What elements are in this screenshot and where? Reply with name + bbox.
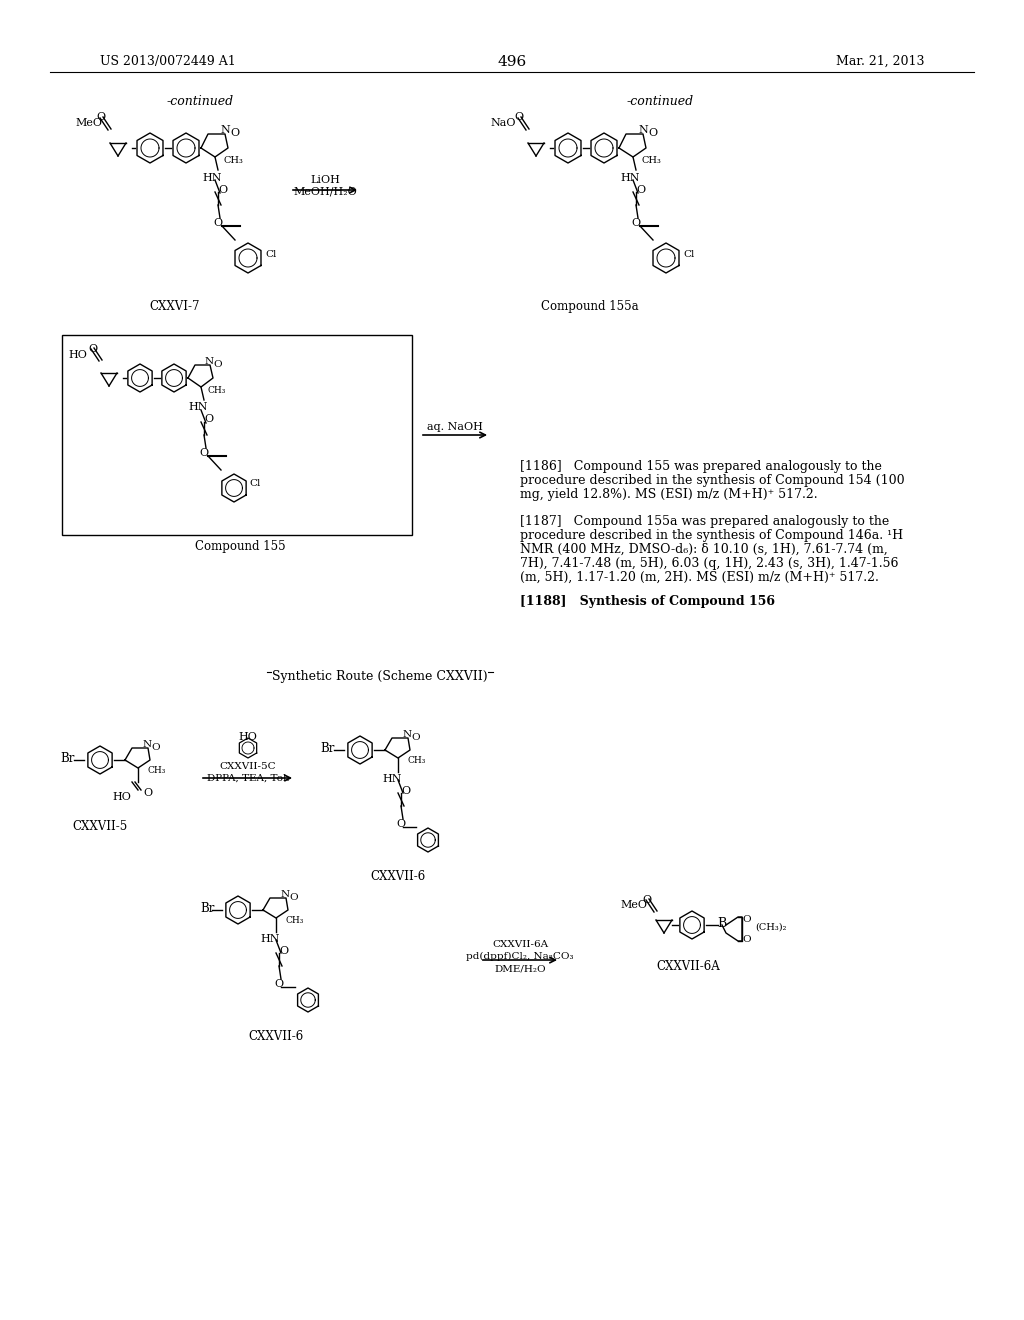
Text: procedure described in the synthesis of Compound 154 (100: procedure described in the synthesis of … [520,474,904,487]
Text: CH₃: CH₃ [148,766,166,775]
Text: CXXVII-5: CXXVII-5 [73,820,128,833]
Text: Br: Br [60,752,75,766]
Text: HO: HO [112,792,131,803]
Text: CH₃: CH₃ [223,156,243,165]
Text: CH₃: CH₃ [207,385,225,395]
Text: (m, 5H), 1.17-1.20 (m, 2H). MS (ESI) m/z (M+H)⁺ 517.2.: (m, 5H), 1.17-1.20 (m, 2H). MS (ESI) m/z… [520,572,879,583]
Text: O: O [637,185,645,195]
Text: HO: HO [68,350,87,360]
Text: DME/H₂O: DME/H₂O [495,964,546,973]
Text: O: O [218,185,227,195]
Text: Br: Br [200,902,214,915]
Text: N: N [220,125,229,135]
Text: Synthetic Route (Scheme CXXVII): Synthetic Route (Scheme CXXVII) [272,671,487,682]
Text: N: N [402,730,412,739]
Bar [62,335,412,535]
Text: CXXVII-6: CXXVII-6 [371,870,426,883]
Text: CH₃: CH₃ [407,756,425,766]
Text: HN: HN [382,774,401,784]
Text: Mar. 21, 2013: Mar. 21, 2013 [836,55,924,69]
Text: -continued: -continued [167,95,233,108]
Text: O: O [632,218,641,228]
Text: O: O [96,112,105,121]
Text: 496: 496 [498,55,526,69]
Text: O: O [274,979,284,989]
Text: Br: Br [319,742,335,755]
Text: O: O [230,128,240,139]
Text: MeO: MeO [75,117,102,128]
Text: O: O [280,946,289,956]
Text: O: O [289,894,298,902]
Text: Cl: Cl [249,479,260,488]
Text: CXXVI-7: CXXVI-7 [150,300,201,313]
Text: HN: HN [203,173,222,183]
Text: CXXVII-6: CXXVII-6 [249,1030,304,1043]
Text: HN: HN [621,173,640,183]
Text: MeO: MeO [620,900,647,909]
Text: Cl: Cl [265,249,276,259]
Text: aq. NaOH: aq. NaOH [427,422,483,432]
Text: US 2013/0072449 A1: US 2013/0072449 A1 [100,55,236,69]
Text: -continued: -continued [627,95,693,108]
Text: MeOH/H₂O: MeOH/H₂O [293,186,357,195]
Text: [1186]   Compound 155 was prepared analogously to the: [1186] Compound 155 was prepared analogo… [520,459,882,473]
Text: pd(dppf)Cl₂, Na₂CO₃: pd(dppf)Cl₂, Na₂CO₃ [466,952,573,961]
Text: N: N [205,356,214,366]
Text: HN: HN [260,935,280,944]
Text: Compound 155: Compound 155 [195,540,286,553]
Text: 7H), 7.41-7.48 (m, 5H), 6.03 (q, 1H), 2.43 (s, 3H), 1.47-1.56: 7H), 7.41-7.48 (m, 5H), 6.03 (q, 1H), 2.… [520,557,898,570]
Text: NMR (400 MHz, DMSO-d₆): δ 10.10 (s, 1H), 7.61-7.74 (m,: NMR (400 MHz, DMSO-d₆): δ 10.10 (s, 1H),… [520,543,888,556]
Text: O: O [648,128,657,139]
Text: N: N [281,890,290,899]
Text: N: N [142,741,152,748]
Text: DPPA, TEA, Tol.: DPPA, TEA, Tol. [207,774,290,783]
Text: O: O [213,360,221,370]
Text: O: O [396,818,406,829]
Text: CXXVII-5C: CXXVII-5C [220,762,276,771]
Text: HO: HO [239,733,257,742]
Text: CXXVII-6A: CXXVII-6A [656,960,720,973]
Text: O: O [205,414,214,424]
Text: O: O [213,218,222,228]
Text: HN: HN [188,403,208,412]
Text: O: O [88,345,97,354]
Text: O: O [742,915,751,924]
Text: B: B [718,917,727,931]
Text: (CH₃)₂: (CH₃)₂ [755,923,786,932]
Text: Compound 155a: Compound 155a [542,300,639,313]
Text: NaO: NaO [490,117,515,128]
Text: mg, yield 12.8%). MS (ESI) m/z (M+H)⁺ 517.2.: mg, yield 12.8%). MS (ESI) m/z (M+H)⁺ 51… [520,488,817,502]
Text: [1188]   Synthesis of Compound 156: [1188] Synthesis of Compound 156 [520,595,775,609]
Text: O: O [143,788,153,799]
Text: procedure described in the synthesis of Compound 146a. ¹H: procedure described in the synthesis of … [520,529,903,543]
Text: O: O [200,447,209,458]
Text: O: O [742,935,751,944]
Text: O: O [514,112,523,121]
Text: O: O [401,785,411,796]
Text: CXXVII-6A: CXXVII-6A [492,940,548,949]
Text: [1187]   Compound 155a was prepared analogously to the: [1187] Compound 155a was prepared analog… [520,515,889,528]
Text: O: O [151,743,160,752]
Text: O: O [411,733,420,742]
Text: N: N [638,125,648,135]
Text: CH₃: CH₃ [286,916,304,925]
Text: CH₃: CH₃ [641,156,660,165]
Text: Cl: Cl [683,249,694,259]
Text: LiOH: LiOH [310,176,340,185]
Text: O: O [642,895,651,906]
